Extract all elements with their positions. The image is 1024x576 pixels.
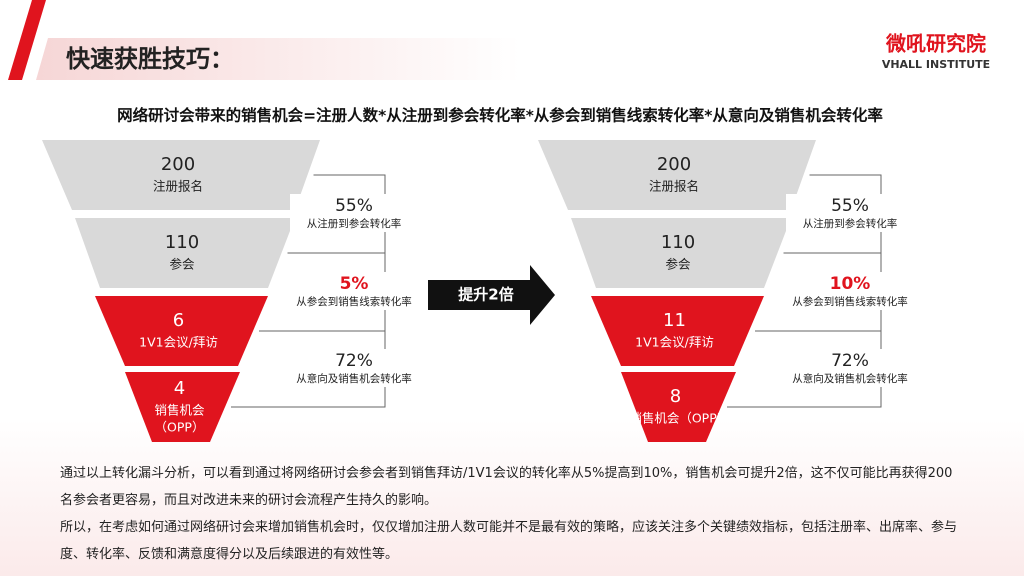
funnel-stage (95, 296, 268, 366)
funnel-stage (125, 372, 240, 442)
stage-value: 8 (670, 386, 681, 407)
rate-bg (786, 272, 916, 310)
rate-value: 72% (831, 351, 869, 371)
rate-label: 从注册到参会转化率 (803, 217, 898, 230)
stage-label: 销售机会（OPP) (629, 411, 721, 426)
rate-value: 55% (831, 196, 869, 216)
stage-value: 110 (165, 232, 199, 253)
stage-label: 参会 (665, 257, 691, 272)
stage-value: 4 (174, 378, 185, 399)
rate-label: 从参会到销售线索转化率 (792, 295, 908, 308)
rate-label: 从意向及销售机会转化率 (792, 372, 908, 385)
stage-label: 注册报名 (153, 179, 203, 194)
stage-value: 6 (173, 310, 184, 331)
funnels: 200注册报名110参会61V1会议/拜访4销售机会（OPP）55%从注册到参会… (42, 140, 916, 442)
rate-label: 从参会到销售线索转化率 (296, 295, 412, 308)
rate-bg (786, 194, 916, 232)
rate-bg (290, 194, 420, 232)
title: 快速获胜技巧： (66, 45, 234, 73)
funnel-stage (571, 218, 791, 288)
stage-value: 200 (161, 154, 195, 175)
funnel-stage (621, 372, 736, 442)
accent-bar (8, 0, 46, 80)
funnel-stage (42, 140, 320, 210)
title-band (36, 38, 520, 80)
rate-value: 10% (830, 274, 871, 294)
stage-label: 参会 (169, 257, 195, 272)
stage-value: 110 (661, 232, 695, 253)
logo-sub: VHALL INSTITUTE (882, 58, 990, 71)
arrow (428, 265, 555, 325)
paragraph: 所以，在考虑如何通过网络研讨会来增加销售机会时，仅仅增加注册人数可能并不是最有效… (60, 520, 958, 562)
funnel-stage (538, 140, 816, 210)
bg-fade (0, 420, 1024, 576)
rate-bg (290, 272, 420, 310)
funnel-stage (75, 218, 295, 288)
stage-label: 1V1会议/拜访 (139, 335, 218, 350)
arrow-label: 提升2倍 (458, 286, 513, 304)
stage-label: 1V1会议/拜访 (635, 335, 714, 350)
rate-label: 从意向及销售机会转化率 (296, 372, 412, 385)
logo: 微吼研究院 (885, 32, 986, 56)
rate-value: 5% (340, 274, 369, 294)
stage-value: 200 (657, 154, 691, 175)
rate-value: 72% (335, 351, 373, 371)
stage-value: 11 (663, 310, 686, 331)
rate-value: 55% (335, 196, 373, 216)
stage-label: 注册报名 (649, 179, 699, 194)
funnel-stage (591, 296, 764, 366)
rate-label: 从注册到参会转化率 (307, 217, 402, 230)
stage-label: 销售机会 (154, 403, 205, 418)
formula: 网络研讨会带来的销售机会=注册人数*从注册到参会转化率*从参会到销售线索转化率*… (117, 106, 883, 125)
stage-label: （OPP） (155, 420, 205, 435)
rate-bg (290, 349, 420, 387)
paragraph: 通过以上转化漏斗分析，可以看到通过将网络研讨会参会者到销售拜访/1V1会议的转化… (60, 466, 953, 508)
rate-bg (786, 349, 916, 387)
notes: 通过以上转化漏斗分析，可以看到通过将网络研讨会参会者到销售拜访/1V1会议的转化… (60, 460, 960, 568)
